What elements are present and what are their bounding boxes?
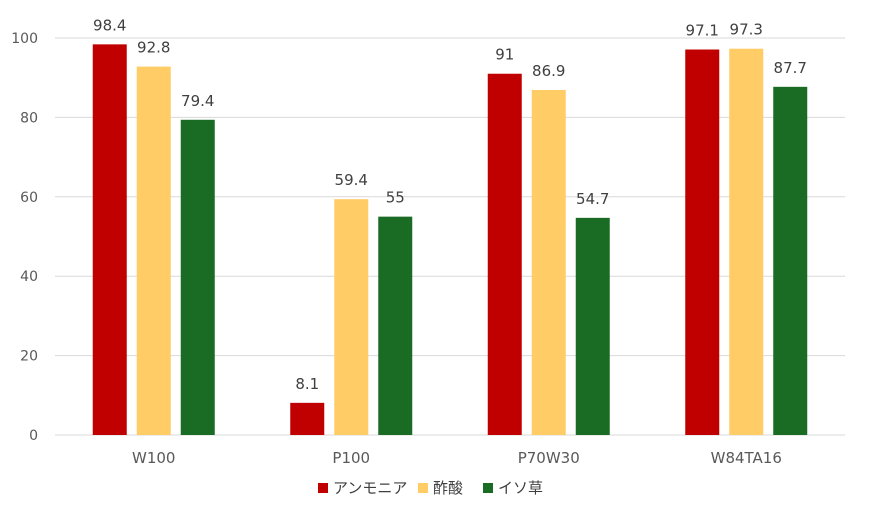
y-axis-ticks: 0 20 40 60 80 100 xyxy=(11,31,38,444)
data-label: 55 xyxy=(386,189,405,207)
x-category-label: P70W30 xyxy=(518,449,580,467)
bars xyxy=(92,44,808,436)
y-tick-label: 0 xyxy=(29,428,38,444)
data-label: 97.3 xyxy=(730,21,763,39)
bar-P100-2 xyxy=(378,216,413,435)
bar-W84TA16-1 xyxy=(729,48,764,436)
y-tick-label: 20 xyxy=(20,349,38,365)
bar-P100-1 xyxy=(334,199,369,435)
x-category-label: P100 xyxy=(332,449,370,467)
y-tick-label: 80 xyxy=(20,110,38,126)
data-labels: 98.4 92.8 79.4 8.1 59.4 55 91 86.9 54.7 97.1 97.3 8… xyxy=(93,16,807,392)
bar-P70W30-1 xyxy=(531,90,566,436)
bar-W100-2 xyxy=(180,119,215,436)
y-tick-label: 40 xyxy=(20,269,38,285)
data-label: 98.4 xyxy=(93,16,126,34)
gridlines xyxy=(55,37,845,436)
bar-P70W30-0 xyxy=(487,73,522,435)
data-label: 92.8 xyxy=(137,39,170,57)
data-label: 8.1 xyxy=(295,375,319,393)
bar-W84TA16-2 xyxy=(773,86,808,436)
bar-P70W30-2 xyxy=(575,217,610,435)
data-label: 87.7 xyxy=(774,59,807,77)
legend-label: 酢酸 xyxy=(433,479,463,497)
y-tick-label: 60 xyxy=(20,190,38,206)
data-label: 86.9 xyxy=(532,62,565,80)
legend: アンモニア 酢酸 イソ草 xyxy=(318,479,543,497)
data-label: 59.4 xyxy=(335,171,368,189)
bar-W100-1 xyxy=(136,66,171,436)
data-label: 79.4 xyxy=(181,92,214,110)
x-axis-categories: W100 P100 P70W30 W84TA16 xyxy=(132,449,782,467)
legend-label: アンモニア xyxy=(333,479,407,497)
data-label: 54.7 xyxy=(576,190,609,208)
data-label: 91 xyxy=(495,46,514,64)
legend-label: イソ草 xyxy=(498,479,543,497)
bar-W100-0 xyxy=(92,44,127,436)
y-tick-label: 100 xyxy=(11,31,38,47)
x-category-label: W84TA16 xyxy=(711,449,782,467)
data-label: 97.1 xyxy=(686,22,719,40)
bar-W84TA16-0 xyxy=(685,49,720,435)
x-category-label: W100 xyxy=(132,449,175,467)
legend-swatch xyxy=(418,483,428,493)
legend-swatch xyxy=(483,483,493,493)
legend-swatch xyxy=(318,483,328,493)
bar-P100-0 xyxy=(290,402,325,435)
